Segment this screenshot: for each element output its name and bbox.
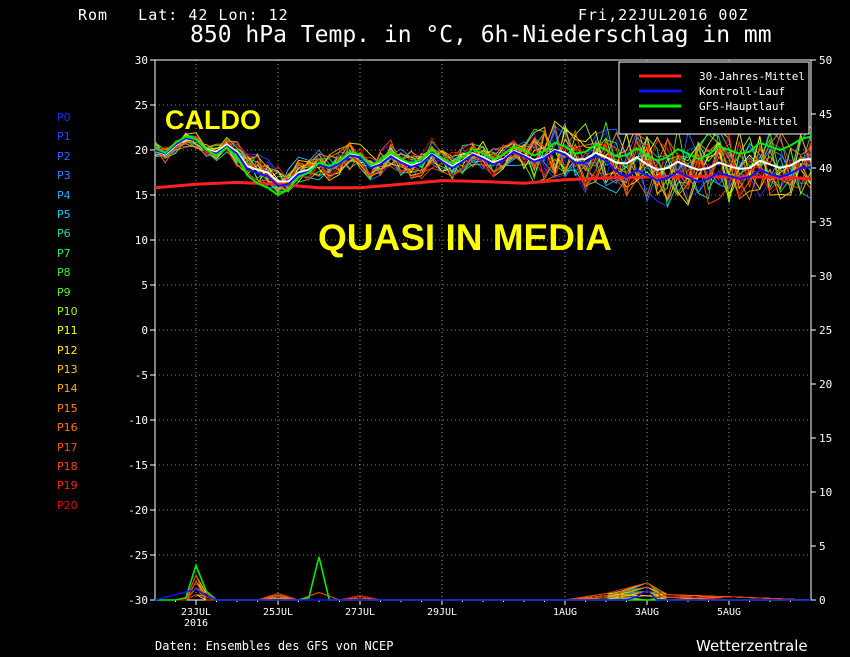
right-tick-label: 40 (819, 162, 832, 175)
right-tick-label: 25 (819, 324, 832, 337)
member-label-p1: P1 (57, 130, 71, 144)
temp-line-gfs-hauptlauf (154, 135, 812, 197)
left-tick-label: -15 (128, 459, 148, 472)
right-tick-label: 30 (819, 270, 832, 283)
member-label-p19: P19 (57, 479, 78, 493)
legend-label-gfs-hauptlauf: GFS-Hauptlauf (699, 100, 785, 113)
data-source-credit: Daten: Ensembles des GFS von NCEP (155, 639, 394, 653)
left-tick-label: 10 (135, 234, 148, 247)
caldo-annotation: CALDO (165, 105, 261, 135)
chart-title: 850 hPa Temp. in °C, 6h-Niederschlag in … (190, 22, 772, 48)
member-label-p8: P8 (57, 266, 71, 280)
member-label-p0: P0 (57, 111, 71, 124)
member-label-p20: P20 (57, 498, 78, 512)
member-label-p6: P6 (57, 227, 71, 241)
left-tick-label: -5 (135, 369, 148, 382)
legend-label-30-jahres-mittel: 30-Jahres-Mittel (699, 70, 805, 83)
left-tick-label: 30 (135, 54, 148, 67)
temp-line-ensemble-mittel (154, 138, 812, 183)
temp-line-30-jahres-mittel (154, 174, 812, 190)
temp-line-kontroll-lauf (154, 137, 812, 188)
x-tick-label: 5AUG (717, 607, 741, 618)
legend-label-kontroll-lauf: Kontroll-Lauf (699, 85, 785, 98)
left-tick-label: -10 (128, 414, 148, 427)
member-label-p11: P11 (57, 324, 78, 338)
x-tick-label: 3AUG (635, 607, 659, 618)
member-precip-p19 (155, 574, 812, 601)
precip-line-kontroll-lauf (154, 588, 811, 601)
member-label-p7: P7 (57, 246, 71, 260)
member-label-p9: P9 (57, 285, 71, 299)
x-tick-label: 25JUL (263, 607, 293, 618)
run-timestamp: Fri,22JUL2016 00Z (578, 6, 749, 24)
location-label: Rom Lat: 42 Lon: 12 (78, 6, 289, 24)
legend-label-ensemble-mittel: Ensemble-Mittel (699, 115, 798, 128)
right-tick-label: 45 (819, 108, 832, 121)
member-label-p17: P17 (57, 440, 78, 454)
member-line-p8 (154, 125, 812, 194)
member-line-p10 (154, 122, 812, 203)
right-tick-label: 5 (819, 540, 826, 553)
x-tick-label: 23JUL (181, 607, 211, 618)
x-tick-label: 1AUG (553, 607, 577, 618)
left-tick-label: 5 (141, 279, 148, 292)
right-tick-label: 50 (819, 54, 832, 67)
wetterzentrale-credit: Wetterzentrale (696, 637, 808, 655)
member-label-p14: P14 (57, 382, 78, 396)
member-label-p2: P2 (57, 149, 71, 163)
member-label-p4: P4 (57, 188, 71, 202)
member-label-p15: P15 (57, 401, 78, 415)
left-tick-label: 15 (135, 189, 148, 202)
left-tick-label: -30 (128, 594, 148, 607)
right-tick-label: 15 (819, 432, 832, 445)
member-line-p16 (154, 123, 812, 198)
right-tick-label: 20 (819, 378, 832, 391)
left-tick-label: 20 (135, 144, 148, 157)
member-label-p13: P13 (57, 363, 78, 377)
right-tick-label: 0 (819, 594, 826, 607)
right-tick-label: 10 (819, 486, 832, 499)
member-label-p16: P16 (57, 421, 78, 435)
member-label-p18: P18 (57, 460, 78, 474)
x-tick-year-label: 2016 (184, 618, 208, 629)
member-label-p10: P10 (57, 304, 78, 318)
right-tick-label: 35 (819, 216, 832, 229)
left-tick-label: -20 (128, 504, 148, 517)
member-label-p12: P12 (57, 343, 78, 357)
precip-line-gfs-hauptlauf (155, 556, 811, 601)
x-tick-label: 27JUL (345, 607, 375, 618)
quasi-in-media-annotation: QUASI IN MEDIA (318, 217, 612, 258)
left-tick-label: -25 (128, 549, 148, 562)
x-tick-label: 29JUL (427, 607, 457, 618)
left-tick-label: 25 (135, 99, 148, 112)
member-label-p3: P3 (57, 169, 71, 183)
ensemble-member-list: P0 P1 P2 P3 P4 P5 P6 P7 P8 P9 P10 P11 P12 P13 P14 P15 P1… (57, 108, 78, 515)
left-tick-label: 0 (141, 324, 148, 337)
member-label-p5: P5 (57, 207, 71, 221)
